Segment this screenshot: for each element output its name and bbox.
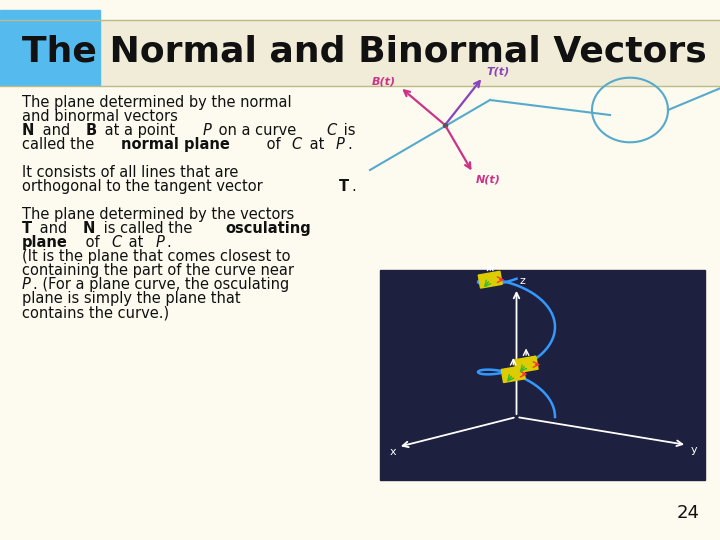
Text: P: P (336, 137, 345, 152)
Text: and binormal vectors: and binormal vectors (22, 109, 178, 124)
Text: is called the: is called the (99, 221, 197, 236)
Text: P: P (202, 123, 212, 138)
Text: at: at (305, 137, 329, 152)
Polygon shape (501, 366, 526, 382)
Text: The Normal and Binormal Vectors: The Normal and Binormal Vectors (22, 35, 707, 69)
Text: C: C (326, 123, 336, 138)
Text: T: T (22, 221, 32, 236)
Text: N(t): N(t) (476, 175, 501, 185)
Text: C: C (292, 137, 302, 152)
Text: . (For a plane curve, the osculating: . (For a plane curve, the osculating (33, 277, 289, 292)
Text: z: z (520, 276, 526, 286)
Text: of: of (261, 137, 285, 152)
Polygon shape (514, 356, 538, 373)
Text: at: at (125, 235, 148, 250)
Text: plane is simply the plane that: plane is simply the plane that (22, 291, 240, 306)
Text: .: . (351, 179, 356, 194)
Text: P: P (22, 277, 31, 292)
Polygon shape (478, 271, 503, 288)
Text: P: P (156, 235, 164, 250)
Text: and: and (35, 221, 72, 236)
Text: and: and (38, 123, 75, 138)
Text: on a curve: on a curve (214, 123, 301, 138)
Text: of: of (81, 235, 104, 250)
Text: contains the curve.): contains the curve.) (22, 305, 169, 320)
Text: .: . (347, 137, 352, 152)
Text: T(t): T(t) (486, 66, 509, 76)
Text: B: B (86, 123, 96, 138)
Text: is: is (339, 123, 356, 138)
Text: osculating: osculating (225, 221, 311, 236)
Bar (0, 10, 100, 85)
Bar (0, 20, 720, 85)
Text: It consists of all lines that are: It consists of all lines that are (22, 165, 238, 180)
Text: plane: plane (22, 235, 68, 250)
Text: normal plane: normal plane (121, 137, 230, 152)
Text: N: N (83, 221, 95, 236)
Text: 24: 24 (677, 504, 700, 522)
Text: containing the part of the curve near: containing the part of the curve near (22, 263, 294, 278)
Bar (380, 270, 705, 480)
Text: y: y (691, 445, 698, 455)
Text: called the: called the (22, 137, 99, 152)
Text: .: . (167, 235, 171, 250)
Text: The plane determined by the normal: The plane determined by the normal (22, 95, 292, 110)
Text: The plane determined by the vectors: The plane determined by the vectors (22, 207, 294, 222)
Text: (It is the plane that comes closest to: (It is the plane that comes closest to (22, 249, 290, 264)
Text: at a point: at a point (100, 123, 179, 138)
Text: C: C (111, 235, 122, 250)
Text: N: N (22, 123, 35, 138)
Text: x: x (390, 447, 397, 457)
Text: T: T (338, 179, 348, 194)
Text: orthogonal to the tangent vector: orthogonal to the tangent vector (22, 179, 267, 194)
Text: B(t): B(t) (372, 77, 396, 87)
